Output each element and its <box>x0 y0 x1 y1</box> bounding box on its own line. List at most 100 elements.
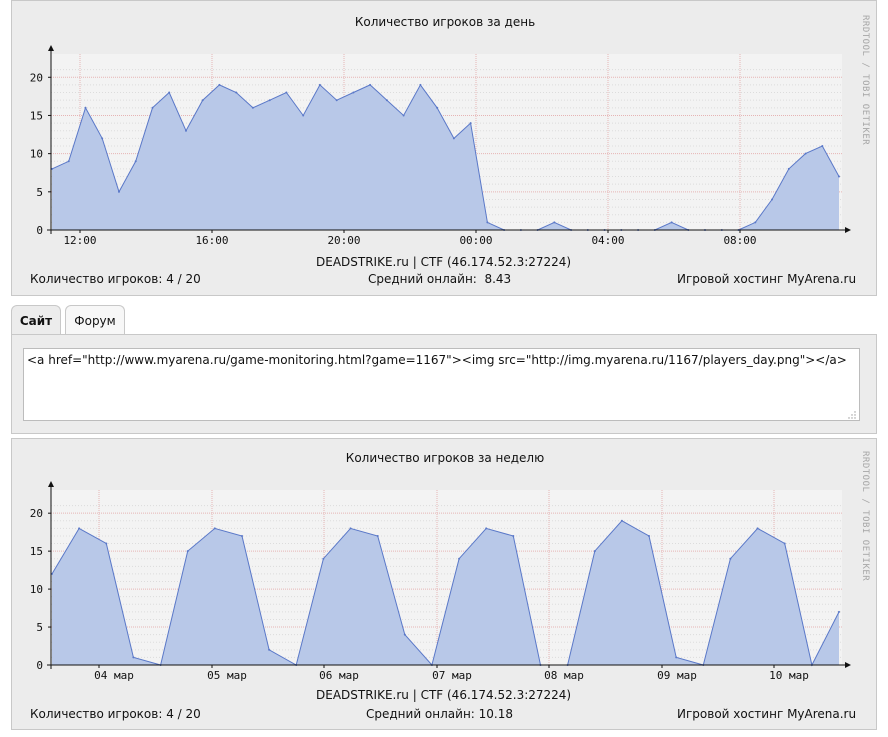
day-average-online: Средний онлайн: 8.43 <box>368 272 512 286</box>
x-tick-label: 12:00 <box>63 234 96 247</box>
x-tick-label: 05 мар <box>207 669 247 682</box>
data-point <box>620 519 623 522</box>
x-tick-label: 06 мар <box>319 669 359 682</box>
x-axis-arrow-icon <box>845 662 851 668</box>
data-point <box>452 137 455 140</box>
day-graph-title: Количество игроков за день <box>354 15 536 29</box>
y-tick-label: 20 <box>30 71 43 84</box>
players-week-graph: 0 5 10 15 20 04 мар 05 мар 06 мар 07 мар 08 мар 09… <box>11 438 877 730</box>
data-point <box>185 129 187 132</box>
y-axis-arrow-icon <box>48 481 54 487</box>
data-point <box>771 198 773 201</box>
players-day-chart: 0 5 10 15 20 12:00 16:00 20:00 00:00 04:00 08:00 RR… <box>30 15 870 247</box>
y-tick-label: 15 <box>30 545 43 558</box>
data-point <box>268 99 271 102</box>
data-point <box>132 656 135 659</box>
data-point <box>458 557 461 560</box>
data-point <box>804 152 807 155</box>
y-tick-label: 10 <box>30 148 43 161</box>
data-point <box>134 160 137 163</box>
data-point <box>349 527 352 530</box>
x-axis-arrow-icon <box>845 227 851 233</box>
data-point <box>486 221 489 224</box>
x-tick-label: 10 мар <box>769 669 809 682</box>
players-day-graph: 0 5 10 15 20 12:00 16:00 20:00 00:00 04:00 08:00 RR… <box>11 0 877 296</box>
y-tick-label: 5 <box>36 621 43 634</box>
data-point <box>213 527 216 530</box>
x-tick-label: 07 мар <box>432 669 472 682</box>
day-hosting-label: Игровой хостинг MyArena.ru <box>677 272 857 286</box>
players-area <box>52 84 839 231</box>
data-point <box>469 122 472 125</box>
tab-site[interactable]: Сайт <box>11 305 61 336</box>
data-point <box>235 91 238 94</box>
data-point <box>783 542 786 545</box>
data-point <box>756 527 759 530</box>
data-point <box>67 160 70 163</box>
x-tick-label: 04:00 <box>591 234 624 247</box>
data-point <box>201 99 204 102</box>
data-point <box>821 145 824 147</box>
data-point <box>369 83 372 86</box>
players-line <box>51 520 840 667</box>
data-point <box>648 535 650 537</box>
data-point <box>787 167 790 170</box>
x-tick-label: 08:00 <box>723 234 756 247</box>
data-point <box>512 535 515 537</box>
data-point <box>352 91 355 94</box>
x-tick-label: 08 мар <box>544 669 584 682</box>
y-tick-label: 10 <box>30 583 43 596</box>
embed-code-panel: <a href="http://www.myarena.ru/game-moni… <box>11 334 877 434</box>
players-week-chart: 0 5 10 15 20 04 мар 05 мар 06 мар 07 мар 08 мар 09… <box>30 451 870 682</box>
day-server-info: DEADSTRIKE.ru | CTF (46.174.52.3:27224) <box>316 255 572 269</box>
data-point <box>729 557 732 560</box>
resize-grip-icon[interactable] <box>848 411 856 419</box>
week-hosting-label: Игровой хостинг MyArena.ru <box>677 707 857 721</box>
data-point <box>675 656 678 659</box>
x-tick-label: 09 мар <box>657 669 697 682</box>
embed-code-textarea[interactable]: <a href="http://www.myarena.ru/game-moni… <box>23 348 860 421</box>
data-point <box>268 648 271 651</box>
players-area <box>52 520 839 665</box>
data-point <box>186 550 189 553</box>
week-server-info: DEADSTRIKE.ru | CTF (46.174.52.3:27224) <box>316 688 572 702</box>
data-point <box>419 83 422 86</box>
week-average-online: Средний онлайн: 10.18 <box>366 707 513 721</box>
rrdtool-watermark: RRDTOOL / TOBI OETIKER <box>860 15 870 145</box>
tab-forum[interactable]: Форум <box>65 305 125 334</box>
week-graph-title: Количество игроков за неделю <box>345 451 545 465</box>
data-point <box>318 83 321 86</box>
y-tick-label: 20 <box>30 507 43 520</box>
y-tick-label: 0 <box>36 224 43 237</box>
data-point <box>670 221 673 224</box>
data-point <box>754 221 757 224</box>
data-point <box>403 633 406 636</box>
week-players-count: Количество игроков: 4 / 20 <box>30 707 201 721</box>
x-tick-label: 00:00 <box>459 234 492 247</box>
data-point <box>101 137 104 140</box>
x-tick-label: 04 мар <box>94 669 134 682</box>
y-tick-label: 5 <box>36 186 43 199</box>
data-point <box>241 535 243 537</box>
data-point <box>335 99 338 102</box>
data-point <box>838 175 840 178</box>
data-point <box>838 610 840 613</box>
data-point <box>78 527 81 530</box>
rrdtool-watermark: RRDTOOL / TOBI OETIKER <box>860 451 870 581</box>
data-point <box>322 557 325 560</box>
data-point <box>402 114 405 117</box>
data-point <box>553 221 556 224</box>
y-axis-arrow-icon <box>48 45 54 51</box>
data-point <box>118 190 120 193</box>
data-point <box>84 106 87 109</box>
data-point <box>105 542 108 545</box>
x-tick-label: 16:00 <box>195 234 228 247</box>
data-point <box>376 535 379 537</box>
data-point <box>168 91 171 94</box>
data-point <box>485 527 488 530</box>
data-point <box>251 106 254 109</box>
y-tick-label: 15 <box>30 109 43 122</box>
x-tick-label: 20:00 <box>327 234 360 247</box>
day-players-count: Количество игроков: 4 / 20 <box>30 272 201 286</box>
data-point <box>302 114 305 117</box>
